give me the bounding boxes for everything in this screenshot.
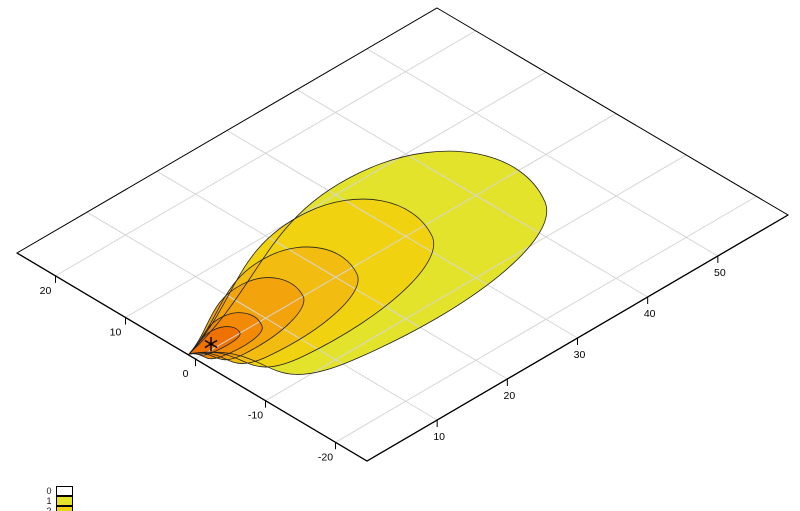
grid-line-x-10: [86, 211, 438, 421]
y-tick-label--20: -20: [318, 451, 333, 463]
contour-line-lux-8: [187, 277, 305, 361]
legend-swatch: [55, 486, 73, 496]
axis-ticks: [55, 256, 719, 450]
grid-line-x-30: [226, 130, 578, 339]
source-marker: [204, 337, 218, 351]
legend-value: 2: [46, 506, 52, 511]
legend-swatch: [55, 496, 73, 506]
legend-entry-2: 2: [47, 506, 78, 511]
contour-line-lux-16: [187, 312, 263, 360]
grid-line-y-20: [55, 30, 476, 277]
grid-line-y-10: [125, 71, 547, 318]
grid-line-x-50: [366, 48, 719, 257]
x-tick-label-50: 50: [714, 267, 726, 279]
contour-line-lux-2: [187, 198, 434, 368]
contour-line-lux-32: [187, 326, 241, 356]
grid-line-y--10: [265, 154, 687, 402]
x-tick-label-20: 20: [503, 390, 515, 402]
asterisk-marker-arm: [204, 339, 218, 349]
legend: lux >= 012481632: [5, 486, 78, 511]
contour-fills: [189, 151, 547, 375]
x-tick-label-40: 40: [644, 308, 656, 320]
contour-lines: [187, 150, 548, 375]
x-tick-label-30: 30: [574, 349, 586, 361]
grid-line-y-0: [195, 113, 617, 360]
legend-value: 0: [46, 486, 52, 496]
y-tick-label-20: 20: [40, 285, 52, 297]
legend-entries: 012481632: [34, 486, 78, 511]
grid-line-x-40: [296, 89, 648, 298]
grid-line-x-20: [156, 170, 508, 380]
grid-line-y--20: [335, 195, 757, 443]
axis-labels: 10 20 30 40 50 20 10 0 -10 -20: [40, 267, 726, 463]
plot-grid: [55, 30, 757, 443]
legend-swatch: [55, 506, 73, 511]
contour-line-lux-4: [187, 246, 359, 364]
y-tick-label--10: -10: [248, 410, 263, 422]
y-tick-label-0: 0: [183, 368, 189, 380]
contour-fill-lux-32: [189, 326, 241, 356]
y-tick-label-10: 10: [110, 326, 122, 338]
legend-entry-0: 0: [47, 486, 78, 496]
legend-entry-1: 1: [47, 496, 78, 506]
contour-line-lux-1: [187, 150, 548, 375]
legend-value: 1: [46, 496, 52, 506]
x-tick-label-10: 10: [433, 431, 445, 443]
